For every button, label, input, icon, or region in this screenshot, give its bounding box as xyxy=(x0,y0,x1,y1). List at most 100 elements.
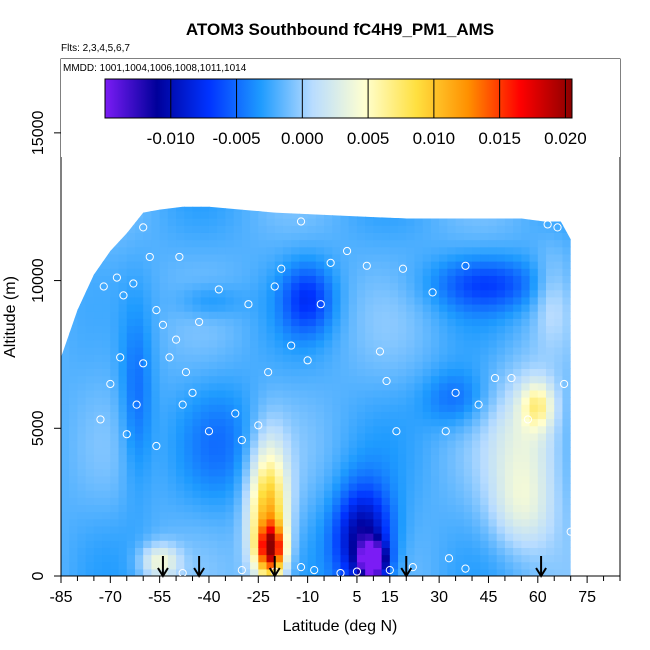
heatmap-cell xyxy=(414,225,424,233)
heatmap-cell xyxy=(373,346,383,355)
heatmap-cell xyxy=(348,490,358,498)
heatmap-cell xyxy=(480,447,490,455)
heatmap-cell xyxy=(61,554,70,563)
heatmap-cell xyxy=(217,518,227,527)
heatmap-cell xyxy=(529,432,539,441)
heatmap-cell xyxy=(381,311,391,319)
heatmap-cell xyxy=(225,439,235,448)
heatmap-cell xyxy=(299,296,309,305)
heatmap-cell xyxy=(159,418,169,427)
heatmap-cell xyxy=(307,389,317,398)
heatmap-cell xyxy=(513,332,522,341)
heatmap-cell xyxy=(504,261,514,269)
observation-point xyxy=(195,317,204,327)
heatmap-cell xyxy=(373,404,383,412)
heatmap-cell xyxy=(365,482,374,491)
heatmap-cell xyxy=(225,232,235,241)
heatmap-cell xyxy=(447,382,457,391)
heatmap-cell xyxy=(208,253,218,262)
heatmap-cell xyxy=(430,497,440,506)
heatmap-cell xyxy=(439,332,448,341)
heatmap-cell xyxy=(504,461,514,470)
heatmap-cell xyxy=(151,482,161,491)
heatmap-cell xyxy=(439,447,448,455)
heatmap-cell xyxy=(356,461,366,470)
heatmap-cell xyxy=(496,533,506,541)
heatmap-cell xyxy=(447,354,457,362)
observation-point xyxy=(231,409,240,418)
heatmap-cell xyxy=(200,554,210,563)
heatmap-cell xyxy=(463,382,473,391)
heatmap-cell xyxy=(291,339,300,348)
observation-point xyxy=(129,279,138,288)
heatmap-cell xyxy=(258,554,268,563)
observation-point xyxy=(214,285,223,294)
heatmap-cell xyxy=(126,554,136,563)
heatmap-cell xyxy=(233,218,243,226)
heatmap-cell xyxy=(422,447,432,455)
heatmap-cell xyxy=(398,475,407,484)
heatmap-cell xyxy=(291,232,300,241)
heatmap-cell xyxy=(69,325,79,334)
heatmap-cell xyxy=(546,432,555,441)
heatmap-cell xyxy=(439,275,448,284)
heatmap-cell xyxy=(217,318,227,327)
heatmap-cell xyxy=(134,289,144,298)
heatmap-cell xyxy=(225,518,235,527)
heatmap-cell xyxy=(93,525,103,534)
heatmap-cell xyxy=(455,547,465,556)
heatmap-cell xyxy=(504,447,514,455)
heatmap-cell xyxy=(69,225,79,233)
heatmap-cell xyxy=(365,282,374,291)
heatmap-cell xyxy=(546,504,555,513)
heatmap-cell xyxy=(184,511,194,520)
heatmap-cell xyxy=(472,268,481,276)
heatmap-cell xyxy=(93,275,103,284)
heatmap-cell xyxy=(537,268,547,276)
heatmap-cell xyxy=(340,404,350,412)
heatmap-cell xyxy=(496,296,506,305)
heatmap-cell xyxy=(472,253,481,262)
heatmap-cell xyxy=(537,303,547,312)
heatmap-cell xyxy=(291,468,300,477)
heatmap-cell xyxy=(159,354,169,362)
heatmap-cell xyxy=(233,397,243,405)
heatmap-cell xyxy=(447,561,457,570)
observation-point xyxy=(316,300,325,309)
heatmap-cell xyxy=(447,311,457,319)
heatmap-cell xyxy=(200,540,210,548)
heatmap-cell xyxy=(439,554,448,563)
heatmap-cell xyxy=(192,361,202,370)
heatmap-cell xyxy=(463,497,473,506)
heatmap-cell xyxy=(299,246,309,255)
heatmap-cell xyxy=(365,382,374,391)
heatmap-cell xyxy=(513,504,522,513)
heatmap-cell xyxy=(480,497,490,506)
x-tick-label: 30 xyxy=(430,589,448,606)
heatmap-cell xyxy=(348,303,358,312)
heatmap-cell xyxy=(110,568,120,576)
heatmap-cell xyxy=(208,311,218,319)
heatmap-cell xyxy=(389,525,399,534)
heatmap-cell xyxy=(504,332,514,341)
heatmap-cell xyxy=(414,246,424,255)
heatmap-cell xyxy=(77,518,87,527)
heatmap-cell xyxy=(463,461,473,470)
heatmap-cell xyxy=(307,289,317,298)
heatmap-cell xyxy=(102,206,111,212)
heatmap-cell xyxy=(241,246,251,255)
heatmap-cell xyxy=(422,218,432,226)
heatmap-cell xyxy=(389,375,399,384)
heatmap-cell xyxy=(282,525,292,534)
heatmap-cell xyxy=(480,504,490,513)
heatmap-cell xyxy=(250,296,259,305)
heatmap-cell xyxy=(324,540,333,548)
heatmap-cell xyxy=(562,303,571,312)
heatmap-cell xyxy=(299,232,309,241)
heatmap-cell xyxy=(389,439,399,448)
heatmap-cell xyxy=(546,382,555,391)
heatmap-cell xyxy=(488,246,498,255)
heatmap-cell xyxy=(200,511,210,520)
heatmap-cell xyxy=(151,282,161,291)
heatmap-cell xyxy=(324,375,333,384)
